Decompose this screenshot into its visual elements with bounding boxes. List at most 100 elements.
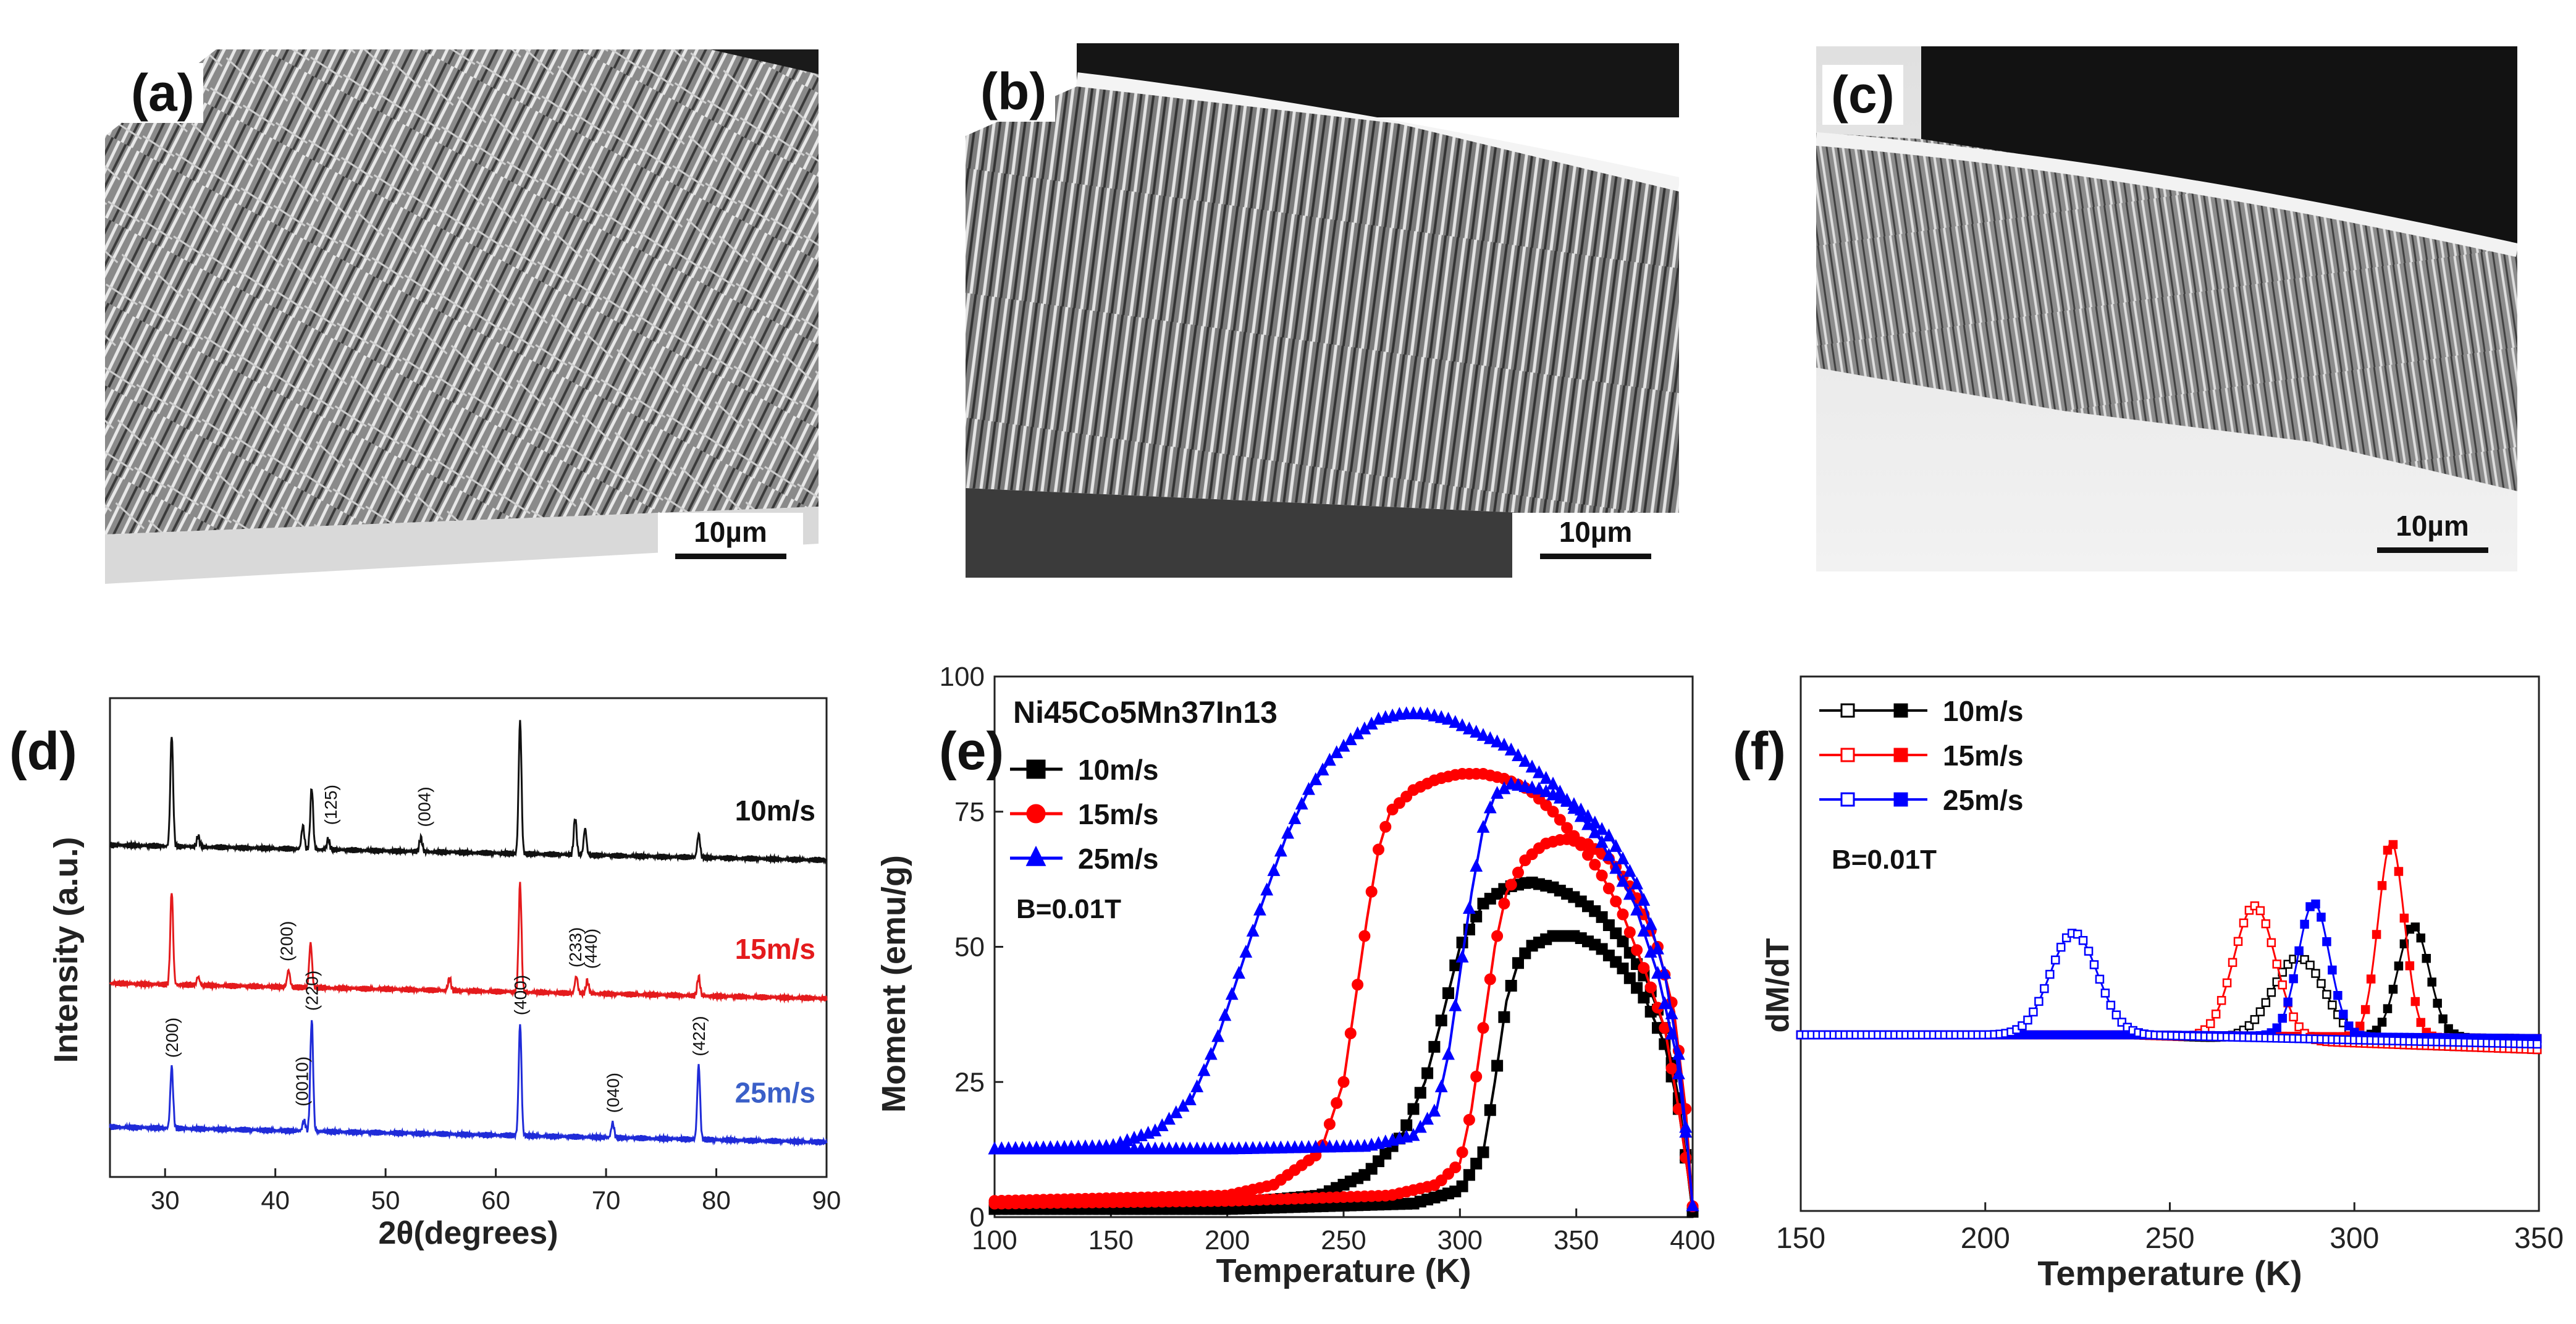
moment-marker <box>1632 945 1642 955</box>
panel-label-d: (d) <box>9 722 77 781</box>
moment-marker <box>1576 840 1586 850</box>
dmdt-marker <box>2312 970 2320 977</box>
panel-label-e: (e) <box>939 722 1004 781</box>
moment-marker <box>1618 909 1628 919</box>
dmdt-x-axis-label: Temperature (K) <box>2037 1254 2302 1292</box>
xrd-series-label: 15m/s <box>735 933 815 965</box>
dmdt-marker <box>2362 1006 2369 1013</box>
moment-marker <box>1569 831 1579 841</box>
legend-marker <box>1027 848 1045 865</box>
dmdt-field-label: B=0.01T <box>1832 845 1937 875</box>
panel-label-a: (a) <box>122 63 203 123</box>
dmdt-marker <box>2096 976 2103 983</box>
dmdt-marker <box>2389 841 2397 848</box>
moment-marker <box>1471 1072 1481 1082</box>
dmdt-legend-marker-filled <box>1895 793 1907 806</box>
dmdt-y-axis-label: dM/dT <box>1760 938 1796 1032</box>
dmdt-legend-marker-filled <box>1895 749 1907 761</box>
dmdt-marker <box>2439 1015 2447 1023</box>
xrd-plot-frame <box>110 698 827 1177</box>
dmdt-marker <box>2423 955 2430 962</box>
moment-marker <box>1464 1115 1474 1125</box>
moment-y-tick-label: 100 <box>940 662 985 692</box>
dmdt-marker <box>2412 998 2419 1005</box>
moment-marker <box>1366 887 1376 896</box>
moment-y-tick-label: 50 <box>954 932 985 963</box>
sem-panel-a: (a) 10µm <box>105 49 819 584</box>
dmdt-marker <box>2273 960 2281 968</box>
moment-marker <box>1353 980 1363 990</box>
dmdt-marker <box>2029 1008 2037 1016</box>
moment-y-tick-label: 25 <box>954 1067 985 1097</box>
scale-bar-a: 10µm <box>658 513 803 584</box>
moment-marker <box>1192 1081 1202 1091</box>
dmdt-marker <box>2212 1010 2220 1018</box>
xrd-peak-label: (400) <box>511 975 530 1015</box>
scale-bar-label-a: 10µm <box>658 515 803 549</box>
dmdt-marker <box>2234 938 2242 945</box>
moment-marker <box>1513 958 1523 968</box>
sem-panel-c: (c) 10µm <box>1816 46 2517 571</box>
xrd-x-tick-label: 30 <box>151 1186 180 1215</box>
moment-marker <box>1444 1049 1454 1059</box>
dmdt-marker <box>2090 961 2098 968</box>
xrd-peak-label: (220) <box>303 971 322 1011</box>
dmdt-marker <box>2323 991 2330 998</box>
legend-label: 15m/s <box>1078 798 1158 830</box>
dmdt-marker <box>2273 1024 2281 1032</box>
sem-panel-b: (b) 10µm <box>966 43 1679 578</box>
moment-marker <box>1611 896 1621 906</box>
moment-marker <box>1499 1012 1509 1022</box>
dmdt-marker <box>2389 985 2397 993</box>
moment-marker <box>1485 803 1495 812</box>
moment-marker <box>1324 1119 1334 1129</box>
xrd-series-label: 10m/s <box>735 795 815 827</box>
moment-marker <box>1646 982 1656 992</box>
moment-marker <box>1199 1065 1209 1075</box>
moment-x-tick-label: 300 <box>1437 1225 1483 1255</box>
dmdt-marker <box>2417 1019 2425 1026</box>
dmdt-marker <box>2229 959 2236 966</box>
dmdt-x-tick-label: 300 <box>2330 1222 2379 1255</box>
dmdt-marker <box>2218 997 2225 1004</box>
moment-marker <box>1360 931 1370 941</box>
dmdt-marker <box>2257 1008 2264 1016</box>
dmdt-legend-marker-open <box>1842 793 1854 806</box>
moment-marker <box>1255 904 1265 914</box>
dmdt-marker <box>2412 923 2419 930</box>
xrd-peak-label: (440) <box>581 929 600 969</box>
dmdt-marker <box>2085 948 2092 955</box>
dmdt-x-tick-label: 200 <box>1961 1222 2010 1255</box>
dmdt-marker <box>2251 1016 2258 1023</box>
dmdt-marker <box>2323 938 2330 945</box>
dmdt-marker <box>2401 914 2408 922</box>
dmdt-marker <box>2279 981 2286 989</box>
dmdt-marker <box>2533 1040 2541 1048</box>
dmdt-marker <box>2102 989 2109 997</box>
xrd-x-tick-label: 60 <box>481 1186 510 1215</box>
dmdt-marker <box>2373 931 2380 938</box>
moment-marker <box>1478 1147 1488 1157</box>
moment-marker <box>1492 931 1502 941</box>
dmdt-legend-label: 25m/s <box>1943 784 2023 816</box>
field-label: B=0.01T <box>1016 894 1121 924</box>
dmdt-marker <box>2257 907 2264 914</box>
dmdt-marker <box>2378 882 2386 889</box>
dmdt-curve-25ms-1 <box>1801 933 2539 1044</box>
moment-marker <box>1436 1016 1446 1026</box>
dmdt-marker <box>2307 961 2314 969</box>
moment-marker <box>1227 989 1237 999</box>
scale-bar-c: 10µm <box>2347 507 2517 571</box>
moment-marker <box>1590 860 1600 870</box>
moment-marker <box>1513 867 1523 877</box>
dmdt-marker <box>2268 989 2275 996</box>
moment-marker <box>1464 1170 1474 1180</box>
moment-x-tick-label: 200 <box>1205 1225 1250 1255</box>
dmdt-marker <box>2223 979 2231 987</box>
dmdt-x-tick-label: 150 <box>1776 1222 1825 1255</box>
legend-marker <box>1027 761 1045 778</box>
dmdt-marker <box>2434 1000 2441 1007</box>
dmdt-plot-frame <box>1801 677 2539 1211</box>
